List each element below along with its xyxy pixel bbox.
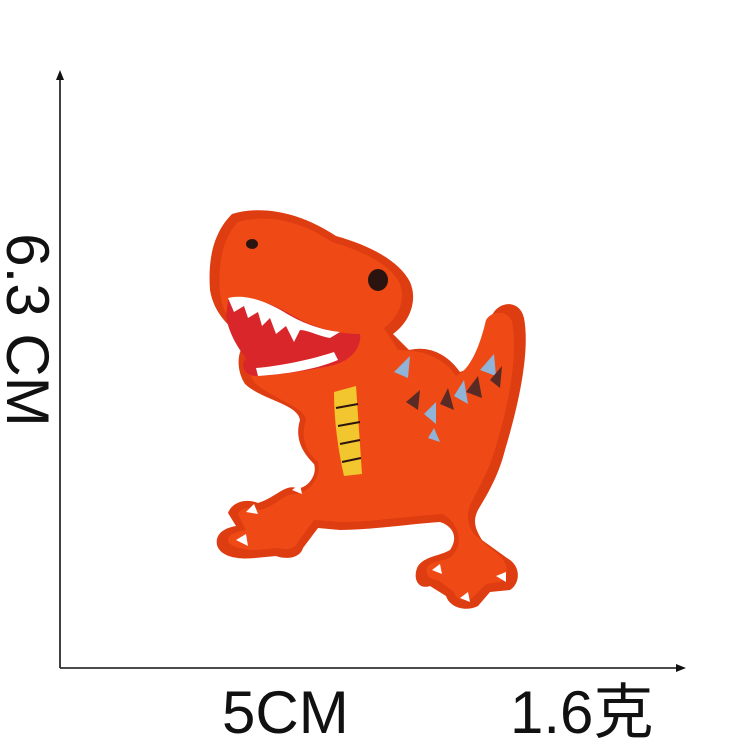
width-axis-arrow-icon [676, 664, 686, 672]
weight-label: 1.6克 [510, 679, 654, 746]
dinosaur-eye [368, 269, 388, 291]
dinosaur-claws [236, 484, 506, 602]
dinosaur-back-spikes [394, 354, 502, 442]
width-dimension-label: 5CM [222, 679, 349, 746]
dinosaur-lower-teeth [256, 352, 338, 376]
height-dimension-label: 6.3 CM [0, 233, 61, 427]
height-axis-arrow-icon [56, 70, 64, 80]
dinosaur-upper-teeth [228, 296, 340, 342]
dinosaur-belly [334, 386, 362, 476]
dinosaur-body [219, 218, 515, 600]
dinosaur-nostril [246, 239, 258, 249]
